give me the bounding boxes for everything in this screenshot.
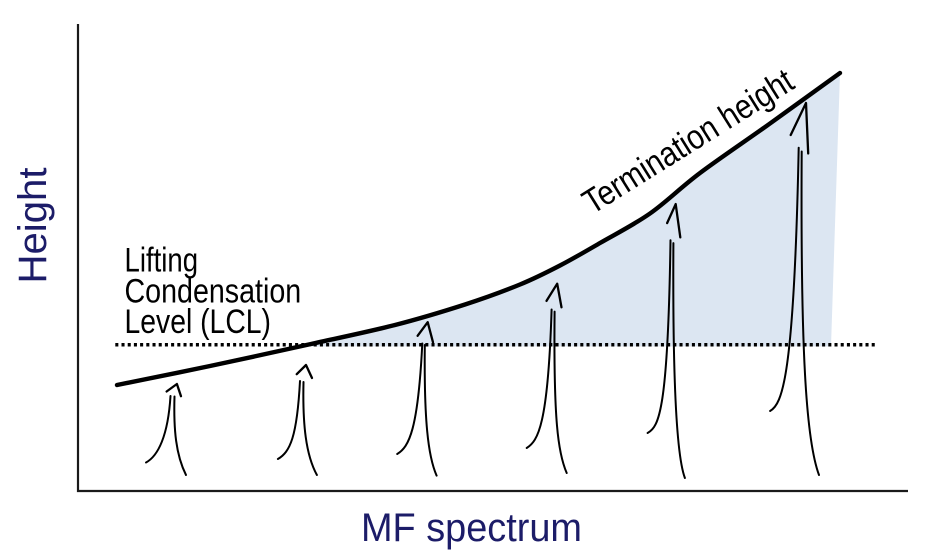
svg-text:MF spectrum: MF spectrum (361, 505, 582, 550)
svg-text:Condensation: Condensation (125, 272, 302, 310)
svg-text:Lifting: Lifting (125, 242, 199, 280)
svg-text:Height: Height (10, 168, 55, 284)
svg-text:Level (LCL): Level (LCL) (125, 303, 272, 341)
